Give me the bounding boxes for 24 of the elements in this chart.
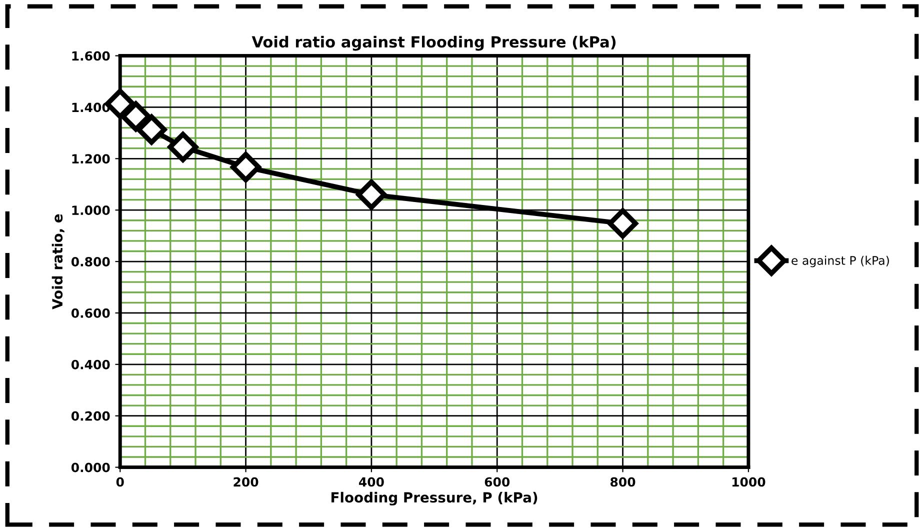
point: [168, 132, 198, 162]
point: [230, 152, 261, 182]
y-tick-label: 1.600: [72, 51, 110, 61]
x-tick-label: 400: [358, 477, 384, 487]
x-tick-label: 600: [484, 477, 510, 487]
x-axis-title: Flooding Pressure, P (kPa): [332, 492, 538, 506]
point: [136, 114, 167, 145]
x-tick-label: 800: [610, 477, 636, 487]
y-tick-label: 0.800: [71, 256, 110, 266]
chart-title: Void ratio against Flooding Pressure (kPa): [252, 36, 616, 51]
y-tick-label: 1.000: [72, 206, 110, 216]
point: [120, 101, 152, 132]
point: [608, 208, 638, 239]
x-tick-label: 1000: [732, 477, 766, 487]
legend-label: e against P (kPa): [792, 256, 889, 268]
y-tick-label: 0.000: [71, 462, 110, 472]
point: [356, 179, 387, 210]
y-axis-title: Void ratio, e: [52, 214, 64, 310]
y-tick-label: 0.400: [71, 360, 110, 370]
x-tick-label: 200: [234, 477, 258, 487]
x-tick-label: 0: [116, 477, 124, 487]
y-tick-label: 1.200: [72, 154, 110, 164]
y-tick-label: 0.200: [71, 411, 110, 421]
y-tick-label: 0.600: [71, 308, 110, 318]
